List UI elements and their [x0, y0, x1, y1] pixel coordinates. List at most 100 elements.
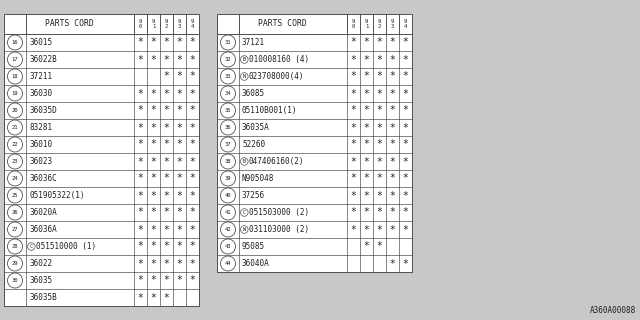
- Text: *: *: [364, 140, 369, 149]
- Circle shape: [8, 52, 22, 67]
- Circle shape: [8, 154, 22, 169]
- Text: *: *: [364, 156, 369, 166]
- Text: *: *: [150, 207, 156, 218]
- Text: *: *: [150, 54, 156, 65]
- Text: *: *: [164, 292, 170, 302]
- Circle shape: [8, 69, 22, 84]
- Circle shape: [221, 86, 236, 101]
- Text: *: *: [189, 173, 195, 183]
- Text: *: *: [189, 190, 195, 201]
- Text: *: *: [164, 106, 170, 116]
- Text: 047406160(2): 047406160(2): [248, 157, 304, 166]
- Text: *: *: [403, 106, 408, 116]
- Text: *: *: [351, 123, 356, 132]
- Text: *: *: [351, 140, 356, 149]
- Circle shape: [8, 35, 22, 50]
- Text: *: *: [189, 276, 195, 285]
- Text: *: *: [150, 106, 156, 116]
- Text: *: *: [351, 37, 356, 47]
- Text: *: *: [150, 225, 156, 235]
- Text: *: *: [189, 207, 195, 218]
- Text: *: *: [177, 190, 182, 201]
- Text: *: *: [390, 190, 396, 201]
- Text: *: *: [138, 225, 143, 235]
- Text: *: *: [403, 259, 408, 268]
- Text: *: *: [177, 173, 182, 183]
- Text: 9
3: 9 3: [391, 19, 394, 29]
- Text: *: *: [351, 207, 356, 218]
- Circle shape: [8, 86, 22, 101]
- Text: *: *: [351, 173, 356, 183]
- Text: *: *: [403, 190, 408, 201]
- Text: *: *: [150, 89, 156, 99]
- Text: *: *: [177, 123, 182, 132]
- Text: *: *: [150, 140, 156, 149]
- Circle shape: [241, 56, 248, 63]
- Circle shape: [8, 222, 22, 237]
- Text: *: *: [364, 207, 369, 218]
- Text: *: *: [189, 123, 195, 132]
- Circle shape: [221, 205, 236, 220]
- Text: *: *: [138, 54, 143, 65]
- Text: *: *: [177, 242, 182, 252]
- Text: 37211: 37211: [29, 72, 52, 81]
- Text: 36023: 36023: [29, 157, 52, 166]
- Text: *: *: [138, 259, 143, 268]
- Text: *: *: [364, 106, 369, 116]
- Text: *: *: [376, 207, 383, 218]
- Text: 35: 35: [225, 108, 231, 113]
- Text: *: *: [189, 89, 195, 99]
- Text: 17: 17: [12, 57, 19, 62]
- Text: *: *: [164, 259, 170, 268]
- Text: *: *: [376, 190, 383, 201]
- Text: *: *: [364, 71, 369, 82]
- Text: 9
2: 9 2: [378, 19, 381, 29]
- Text: *: *: [390, 54, 396, 65]
- Circle shape: [8, 188, 22, 203]
- Text: *: *: [164, 190, 170, 201]
- Circle shape: [8, 239, 22, 254]
- Circle shape: [221, 256, 236, 271]
- Text: *: *: [164, 123, 170, 132]
- Text: N905048: N905048: [242, 174, 275, 183]
- Text: *: *: [403, 54, 408, 65]
- Text: *: *: [364, 225, 369, 235]
- Text: 44: 44: [225, 261, 231, 266]
- Circle shape: [8, 273, 22, 288]
- Text: *: *: [403, 37, 408, 47]
- Text: *: *: [138, 156, 143, 166]
- Text: *: *: [177, 156, 182, 166]
- Text: *: *: [376, 225, 383, 235]
- Text: *: *: [177, 225, 182, 235]
- Text: 36035A: 36035A: [242, 123, 269, 132]
- Text: *: *: [364, 173, 369, 183]
- Circle shape: [221, 171, 236, 186]
- Text: 36: 36: [225, 125, 231, 130]
- Text: *: *: [189, 37, 195, 47]
- Text: 41: 41: [225, 210, 231, 215]
- Text: 36035B: 36035B: [29, 293, 57, 302]
- Text: *: *: [150, 37, 156, 47]
- Text: 010008160 (4): 010008160 (4): [248, 55, 308, 64]
- Text: 36010: 36010: [29, 140, 52, 149]
- Text: *: *: [177, 207, 182, 218]
- Text: *: *: [390, 37, 396, 47]
- Text: A360A00088: A360A00088: [589, 306, 636, 315]
- Text: *: *: [138, 242, 143, 252]
- Text: 22: 22: [12, 142, 19, 147]
- Text: *: *: [403, 71, 408, 82]
- Text: *: *: [351, 89, 356, 99]
- Text: *: *: [351, 225, 356, 235]
- Text: *: *: [364, 242, 369, 252]
- Text: *: *: [164, 225, 170, 235]
- Circle shape: [241, 226, 248, 233]
- Text: 36040A: 36040A: [242, 259, 269, 268]
- Text: 36022B: 36022B: [29, 55, 57, 64]
- Text: *: *: [189, 156, 195, 166]
- Text: 37256: 37256: [242, 191, 265, 200]
- Text: 36022: 36022: [29, 259, 52, 268]
- Text: 36085: 36085: [242, 89, 265, 98]
- Text: 20: 20: [12, 108, 19, 113]
- Circle shape: [28, 243, 35, 250]
- Text: *: *: [138, 140, 143, 149]
